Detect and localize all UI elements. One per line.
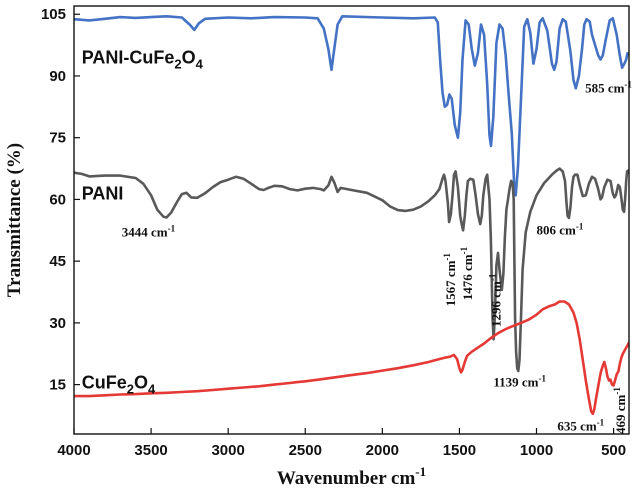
series-line-0 bbox=[74, 15, 629, 197]
x-tick-label: 2500 bbox=[289, 442, 322, 459]
x-tick-label: 1500 bbox=[443, 442, 476, 459]
y-tick-label: 90 bbox=[49, 68, 66, 85]
plot-frame bbox=[73, 5, 630, 435]
peak-label-5: 1296 cm-1 bbox=[488, 273, 504, 327]
y-tick-label: 30 bbox=[49, 315, 66, 332]
x-axis: 4000 3500 3000 2500 2000 1500 1000 500 bbox=[57, 428, 626, 459]
series-label-0: PANI-CuFe2O4 bbox=[82, 48, 204, 72]
y-tick-label: 60 bbox=[49, 191, 66, 208]
peak-annotations: 585 cm-1 3444 cm-1 806 cm-1 1567 cm-1 1476 c… bbox=[122, 79, 633, 434]
y-tick-label: 75 bbox=[49, 130, 66, 147]
series-layer bbox=[74, 15, 629, 416]
y-tick-label: 105 bbox=[41, 6, 66, 23]
x-tick-label: 500 bbox=[601, 442, 626, 459]
series-label-2: CuFe2O4 bbox=[82, 373, 156, 397]
peak-label-3: 1567 cm-1 bbox=[442, 253, 458, 307]
x-tick-label: 4000 bbox=[57, 442, 90, 459]
series-line-2 bbox=[74, 300, 629, 416]
y-tick-label: 15 bbox=[49, 377, 66, 394]
peak-label-1: 3444 cm-1 bbox=[122, 223, 176, 239]
peak-label-7: 635 cm-1 bbox=[557, 418, 604, 434]
peak-label-2: 806 cm-1 bbox=[537, 221, 584, 237]
x-tick-label: 1000 bbox=[520, 442, 553, 459]
x-tick-label: 3000 bbox=[211, 442, 244, 459]
y-axis-title: Transmittance (%) bbox=[4, 143, 25, 297]
peak-label-0: 585 cm-1 bbox=[585, 79, 632, 95]
x-tick-label: 3500 bbox=[134, 442, 167, 459]
peak-label-6: 1139 cm-1 bbox=[493, 374, 546, 390]
y-axis: 15 30 45 60 75 90 105 bbox=[41, 6, 80, 394]
peak-label-8: 469 cm-1 bbox=[612, 387, 628, 434]
series-label-1: PANI bbox=[82, 183, 124, 203]
x-axis-title: Wavenumber cm-1 bbox=[277, 464, 426, 489]
peak-label-4: 1476 cm-1 bbox=[459, 246, 475, 300]
series-labels: PANI-CuFe2O4 PANI CuFe2O4 bbox=[82, 48, 204, 397]
x-tick-label: 2000 bbox=[366, 442, 399, 459]
series-line-1 bbox=[74, 167, 629, 373]
y-tick-label: 45 bbox=[49, 253, 66, 270]
